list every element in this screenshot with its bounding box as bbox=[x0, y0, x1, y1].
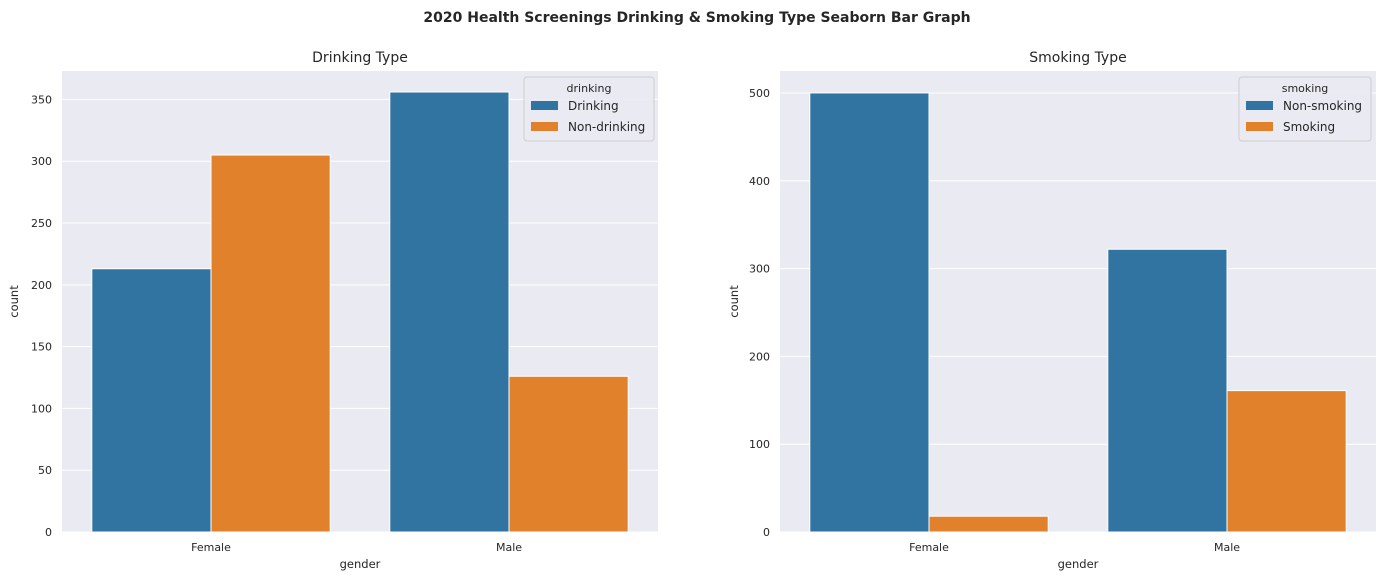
y-tick-label: 500 bbox=[749, 87, 770, 100]
y-tick-label: 200 bbox=[31, 279, 52, 292]
y-tick-label: 100 bbox=[749, 438, 770, 451]
bar-drinking-female bbox=[91, 268, 212, 533]
legend-swatch bbox=[1246, 122, 1273, 131]
legend-swatch bbox=[531, 101, 558, 110]
bar-smoking-male bbox=[1226, 390, 1347, 533]
bar-non-drinking-male bbox=[508, 375, 629, 533]
x-tick-label: Female bbox=[909, 541, 949, 554]
smoking-type-chart: 0 100 200 300 400 500 Female Male gender count Smo… bbox=[727, 50, 1376, 571]
legend-entry: Drinking bbox=[568, 99, 619, 113]
chart-title: Drinking Type bbox=[312, 50, 408, 66]
y-tick-label: 200 bbox=[749, 350, 770, 363]
x-axis-label: gender bbox=[340, 557, 381, 571]
y-tick-label: 100 bbox=[31, 402, 52, 415]
y-tick-label: 250 bbox=[31, 217, 52, 230]
legend-title: drinking bbox=[567, 82, 612, 95]
legend: smoking Non-smoking Smoking bbox=[1238, 76, 1372, 142]
bar-non-smoking-female bbox=[809, 92, 930, 533]
legend-swatch bbox=[531, 122, 558, 131]
x-tick-label: Female bbox=[191, 541, 231, 554]
y-tick-label: 400 bbox=[749, 175, 770, 188]
y-tick-label: 0 bbox=[763, 526, 770, 539]
legend-entry: Smoking bbox=[1283, 120, 1335, 134]
legend-swatch bbox=[1246, 101, 1273, 110]
bar-non-drinking-female bbox=[210, 154, 331, 533]
bar-smoking-female bbox=[928, 515, 1049, 533]
y-tick-label: 350 bbox=[31, 93, 52, 106]
drinking-type-chart: 0 50 100 150 200 250 300 350 Female Male gender cou… bbox=[7, 50, 658, 571]
y-axis-label: count bbox=[727, 285, 741, 318]
y-tick-label: 300 bbox=[31, 155, 52, 168]
x-tick-label: Male bbox=[496, 541, 522, 554]
legend-entry: Non-smoking bbox=[1283, 99, 1362, 113]
figure-suptitle: 2020 Health Screenings Drinking & Smokin… bbox=[423, 10, 970, 26]
legend-title: smoking bbox=[1282, 82, 1329, 95]
y-tick-label: 0 bbox=[45, 526, 52, 539]
bar-non-smoking-male bbox=[1107, 248, 1228, 533]
x-tick-label: Male bbox=[1214, 541, 1240, 554]
y-axis-label: count bbox=[7, 285, 21, 318]
chart-title: Smoking Type bbox=[1029, 50, 1126, 66]
y-tick-label: 50 bbox=[38, 464, 52, 477]
legend-entry: Non-drinking bbox=[568, 120, 645, 134]
legend: drinking Drinking Non-drinking bbox=[523, 76, 655, 142]
bar-drinking-male bbox=[389, 91, 510, 533]
y-tick-label: 300 bbox=[749, 263, 770, 276]
y-tick-label: 150 bbox=[31, 341, 52, 354]
x-axis-label: gender bbox=[1058, 557, 1099, 571]
